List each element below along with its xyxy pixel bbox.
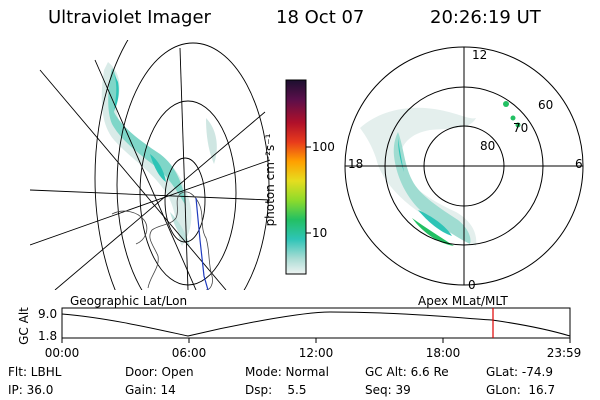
- glat-info: GLat: -74.9: [486, 365, 553, 379]
- door-info: Door: Open: [125, 365, 194, 379]
- seq-info: Seq: 39: [365, 383, 411, 397]
- gain-info: Gain: 14: [125, 383, 176, 397]
- polar-grid: [344, 46, 584, 286]
- instrument-title: Ultraviolet Imager: [48, 7, 211, 28]
- colorbar-tick-10: 10: [312, 226, 328, 240]
- x-tick-0000: 00:00: [44, 346, 80, 360]
- y-tick-1-8: 1.8: [38, 329, 58, 343]
- magnetic-polar-plot: [344, 46, 584, 286]
- mlat-label-80: 80: [480, 139, 496, 153]
- auroral-emission: [101, 62, 217, 246]
- intensity-colorbar: [285, 79, 311, 275]
- observation-date: 18 Oct 07: [276, 7, 365, 28]
- apex-panel-title: Apex MLat/MLT: [418, 294, 508, 308]
- altitude-timeline-plot: [61, 307, 571, 343]
- x-tick-0600: 06:00: [171, 346, 207, 360]
- geographic-panel-title: Geographic Lat/Lon: [70, 294, 188, 308]
- x-tick-1200: 12:00: [298, 346, 334, 360]
- mode-info: Mode: Normal: [245, 365, 329, 379]
- observation-time: 20:26:19 UT: [430, 7, 541, 28]
- mlt-label-6: 6: [575, 157, 583, 171]
- geographic-projection: [30, 40, 270, 290]
- mlat-label-70: 70: [513, 121, 529, 135]
- polar-auroral-emission: [360, 101, 521, 246]
- altitude-curve: [61, 311, 571, 337]
- colorbar-unit-label: photon cm⁻²s⁻¹: [263, 133, 277, 227]
- glon-info: GLon: 16.7: [486, 383, 556, 397]
- dsp-info: Dsp: 5.5: [245, 383, 307, 397]
- mlt-label-0: 0: [468, 278, 476, 292]
- colorbar-tick-100: 100: [312, 140, 335, 154]
- mlt-label-12: 12: [472, 48, 488, 62]
- orbit-track: [195, 197, 209, 290]
- x-tick-1800: 18:00: [425, 346, 461, 360]
- gc-alt-axis-label: GC Alt: [17, 307, 31, 345]
- filter-info: Flt: LBHL: [8, 365, 62, 379]
- y-tick-9: 9.0: [38, 307, 58, 321]
- x-tick-2359: 23:59: [546, 346, 582, 360]
- coastline: [111, 191, 213, 290]
- lat-lon-grid: [30, 40, 270, 290]
- gc-alt-info: GC Alt: 6.6 Re: [365, 365, 449, 379]
- mlt-label-18: 18: [348, 157, 364, 171]
- ip-info: IP: 36.0: [8, 383, 54, 397]
- mlat-label-60: 60: [538, 98, 554, 112]
